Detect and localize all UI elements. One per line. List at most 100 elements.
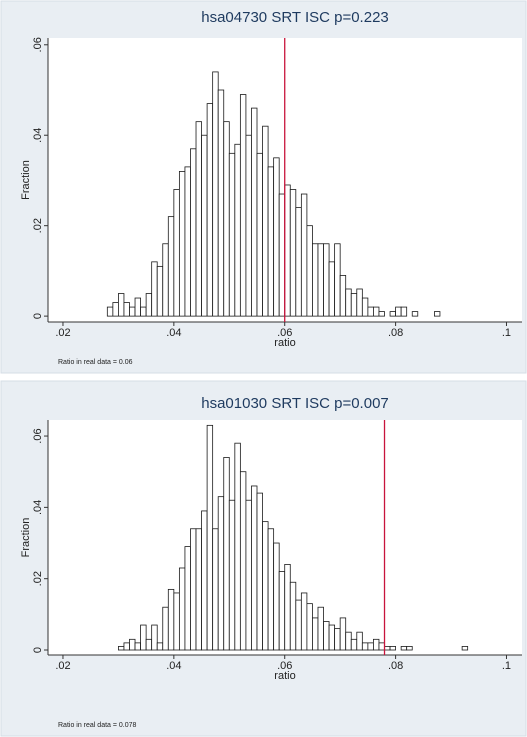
histogram-bar [284,184,291,317]
histogram-bar [178,567,186,651]
histogram-bar [367,306,374,317]
histogram-bar [306,603,313,651]
histogram-bar [306,225,313,317]
histogram-bar [134,297,141,317]
y-tick-label: .04 [32,500,44,515]
y-tick-label: .06 [32,37,44,52]
histogram-bar [350,638,358,651]
y-tick-label: .02 [32,218,44,233]
histogram-bar [245,134,252,317]
histogram-bar [312,243,319,317]
histogram-bar [151,261,158,317]
histogram-bar [173,189,180,317]
histogram-bar [395,306,402,317]
histogram-bar [145,638,153,651]
histogram-bar [184,546,191,651]
histogram-bar [312,617,319,651]
histogram-bar [162,606,169,651]
histogram-bar [178,171,186,317]
histogram-bar [206,103,214,317]
x-tick-label: .08 [388,327,403,339]
x-axis-label: ratio [274,337,295,349]
histogram-bar [400,306,408,317]
histogram-bar [262,521,269,651]
histogram-bar [251,107,258,317]
histogram-bar [239,94,247,317]
histogram-bar [201,510,208,651]
y-tick-label: .06 [32,428,44,443]
y-tick-label: 0 [32,313,44,319]
chart-title: hsa04730 SRT ISC p=0.223 [201,9,389,26]
histogram-bar [134,642,141,651]
histogram-bar [289,581,297,651]
histogram-bar [300,193,308,317]
x-tick-label: .02 [55,327,70,339]
histogram-bar [361,297,369,317]
histogram-bar [295,207,302,317]
histogram-bar [284,564,291,651]
histogram-bar [273,542,280,651]
x-tick-label: .06 [277,660,292,672]
histogram-bar [217,496,225,651]
histogram-bar [228,152,236,317]
histogram-bar [361,642,369,651]
y-tick-label: 0 [32,647,44,653]
histogram-bar [389,311,397,317]
y-axis-label: Fraction [20,518,32,558]
histogram-bar [123,642,130,651]
histogram-bar [145,293,153,317]
histogram-bar [267,166,275,317]
histogram-bar [289,189,297,317]
histogram-bar [129,638,136,651]
histogram-bar [378,311,385,317]
histogram-bar [190,148,197,317]
histogram-bar [228,499,236,651]
histogram-bar [323,621,330,651]
x-tick-label: .1 [502,660,511,672]
histogram-bar [317,243,324,317]
x-tick-label: .04 [166,327,181,339]
histogram-bar [173,592,180,651]
y-tick-label: .02 [32,571,44,586]
histogram-bar [273,157,280,317]
histogram-bar [278,571,286,651]
histogram-bar [223,121,230,317]
histogram-bar [434,311,441,317]
histogram-bar [195,121,202,317]
histogram-bar [406,646,413,651]
histogram-bar [400,646,408,651]
histogram-bar [251,485,258,651]
histogram-bar [256,152,263,317]
histogram-bar [167,588,175,651]
x-axis-label: ratio [274,670,295,682]
x-tick-label: .02 [55,660,70,672]
histogram-bar [201,134,208,317]
histogram-bar [339,275,347,317]
histogram-bar [350,293,358,317]
histogram-bar [195,528,202,651]
histogram-bar [112,302,119,317]
x-tick-label: .06 [277,327,292,339]
histogram-bar [267,528,275,651]
note: Ratio in real data = 0.06 [58,359,133,366]
x-tick-label: .04 [166,660,181,672]
histogram-bar [156,642,164,651]
histogram-bar [328,261,336,317]
chart-title: hsa01030 SRT ISC p=0.007 [201,395,389,412]
histogram-bar [234,143,241,317]
histogram-bar [106,306,114,317]
histogram-bar [140,624,147,651]
histogram-bar [461,646,469,651]
histogram-bar [373,306,380,317]
histogram-bar [339,617,347,651]
histogram-bar [123,302,130,317]
histogram-bar [212,71,219,317]
histogram-bar [151,624,158,651]
histogram-bar [411,311,419,317]
histogram-bar [162,243,169,317]
histogram-bar [334,628,341,651]
histogram-bar [217,89,225,317]
histogram-bar [367,642,374,651]
